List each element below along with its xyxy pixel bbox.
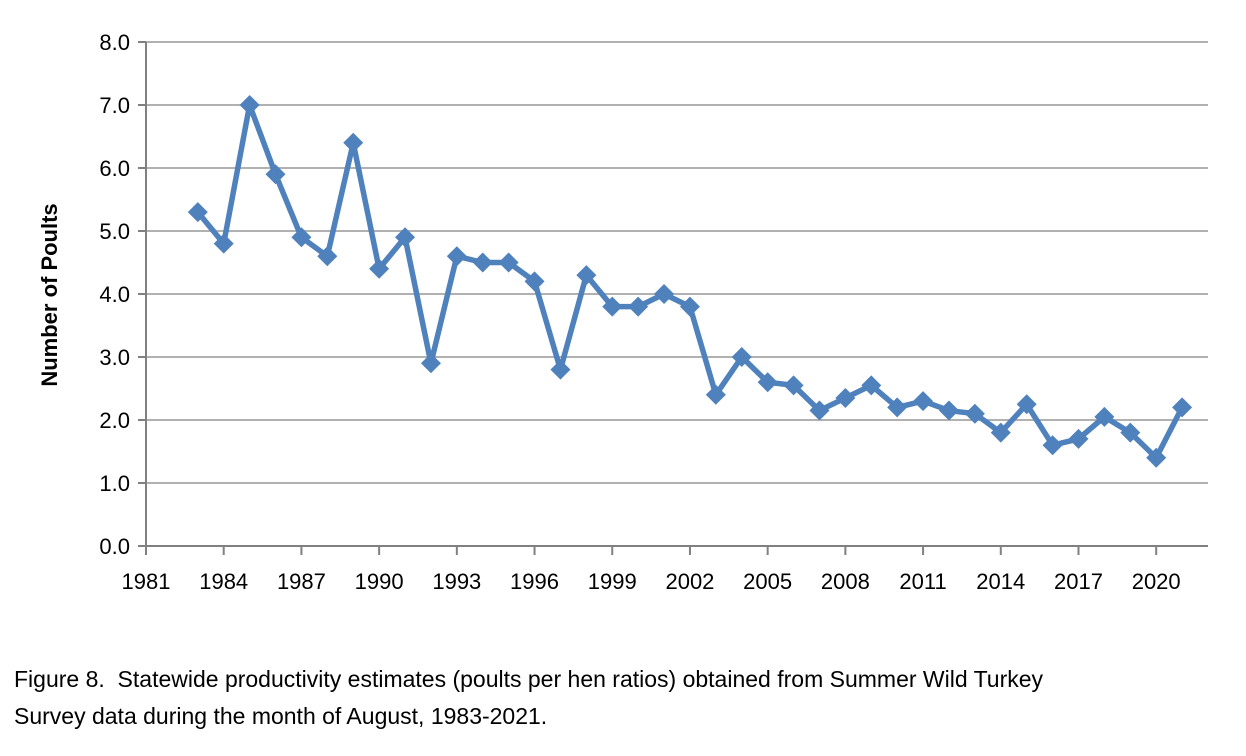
data-point-marker	[783, 375, 804, 396]
x-tick-label: 2011	[899, 569, 946, 594]
y-tick-label: 4.0	[99, 282, 130, 307]
y-tick-label: 8.0	[99, 30, 130, 55]
x-tick-label: 2020	[1132, 569, 1181, 594]
productivity-line-chart: 0.0 1.0 2.0 3.0 4.0 5.0 6.0 7.0 8.0 1981 1984 1987…	[37, 30, 1208, 594]
y-tick-label: 5.0	[99, 219, 130, 244]
data-point-marker	[835, 387, 856, 408]
data-point-marker	[1042, 435, 1063, 456]
data-point-marker	[187, 202, 208, 223]
data-point-marker	[731, 347, 752, 367]
x-tick-label: 1993	[432, 569, 481, 594]
x-tick-label: 1990	[355, 569, 404, 594]
data-point-marker	[239, 95, 260, 115]
data-point-marker	[913, 391, 934, 412]
x-tick-label: 1987	[277, 569, 326, 594]
data-point-marker	[498, 252, 519, 273]
y-tick-label: 0.0	[99, 534, 130, 559]
data-point-marker	[472, 252, 493, 273]
x-tick-label: 1999	[588, 569, 637, 594]
data-point-marker	[861, 375, 882, 396]
data-point-marker	[602, 296, 623, 317]
x-tick-label: 2008	[821, 569, 870, 594]
data-point-marker	[291, 227, 312, 248]
data-point-marker	[343, 132, 364, 153]
data-point-marker	[446, 246, 467, 267]
y-axis-title: Number of Poults	[37, 203, 62, 386]
data-point-marker	[213, 233, 234, 254]
data-point-marker	[757, 372, 778, 393]
x-tick-label: 2014	[976, 569, 1025, 594]
data-point-marker	[938, 400, 959, 421]
data-point-marker	[679, 296, 700, 317]
data-point-marker	[705, 384, 726, 405]
y-tick-label: 7.0	[99, 93, 130, 118]
data-point-marker	[369, 258, 390, 279]
data-point-marker	[964, 403, 985, 424]
data-point-marker	[887, 397, 908, 418]
y-tick-label: 3.0	[99, 345, 130, 370]
data-point-marker	[524, 271, 545, 292]
y-tick-label: 6.0	[99, 156, 130, 181]
x-tick-label: 2005	[743, 569, 792, 594]
data-point-marker	[1016, 394, 1037, 415]
data-point-marker	[809, 400, 830, 421]
data-point-marker	[990, 422, 1011, 443]
x-tick-label: 2017	[1054, 569, 1103, 594]
caption-line-2: Survey data during the month of August, …	[14, 703, 548, 729]
x-tick-label: 1984	[199, 569, 248, 594]
y-axis-ticks	[138, 41, 146, 547]
y-gridlines	[146, 41, 1208, 484]
y-tick-labels: 0.0 1.0 2.0 3.0 4.0 5.0 6.0 7.0 8.0	[99, 30, 130, 559]
data-point-marker	[1068, 428, 1089, 449]
data-point-marker	[1120, 422, 1141, 443]
data-point-marker	[1094, 406, 1115, 427]
data-point-marker	[576, 265, 597, 286]
data-point-marker	[1172, 397, 1193, 418]
x-axis-ticks	[145, 546, 1158, 555]
data-point-marker	[317, 246, 338, 267]
figure-caption: Figure 8. Statewide productivity estimat…	[14, 661, 1232, 735]
data-point-marker	[420, 353, 441, 374]
x-tick-label: 1981	[122, 569, 171, 594]
y-tick-label: 2.0	[99, 408, 130, 433]
data-point-marker	[550, 359, 571, 380]
x-tick-label: 2002	[665, 569, 714, 594]
x-tick-labels: 1981 1984 1987 1990 1993 1996 1999 2002 2005 2008…	[122, 569, 1181, 594]
data-point-marker	[1146, 447, 1167, 468]
x-tick-label: 1996	[510, 569, 559, 594]
caption-line-1: Figure 8. Statewide productivity estimat…	[14, 666, 1044, 692]
data-point-marker	[265, 164, 286, 185]
data-point-marker	[395, 227, 416, 248]
data-point-marker	[628, 296, 649, 317]
data-point-marker	[654, 284, 675, 304]
data-point-markers	[187, 95, 1193, 468]
y-tick-label: 1.0	[99, 471, 130, 496]
